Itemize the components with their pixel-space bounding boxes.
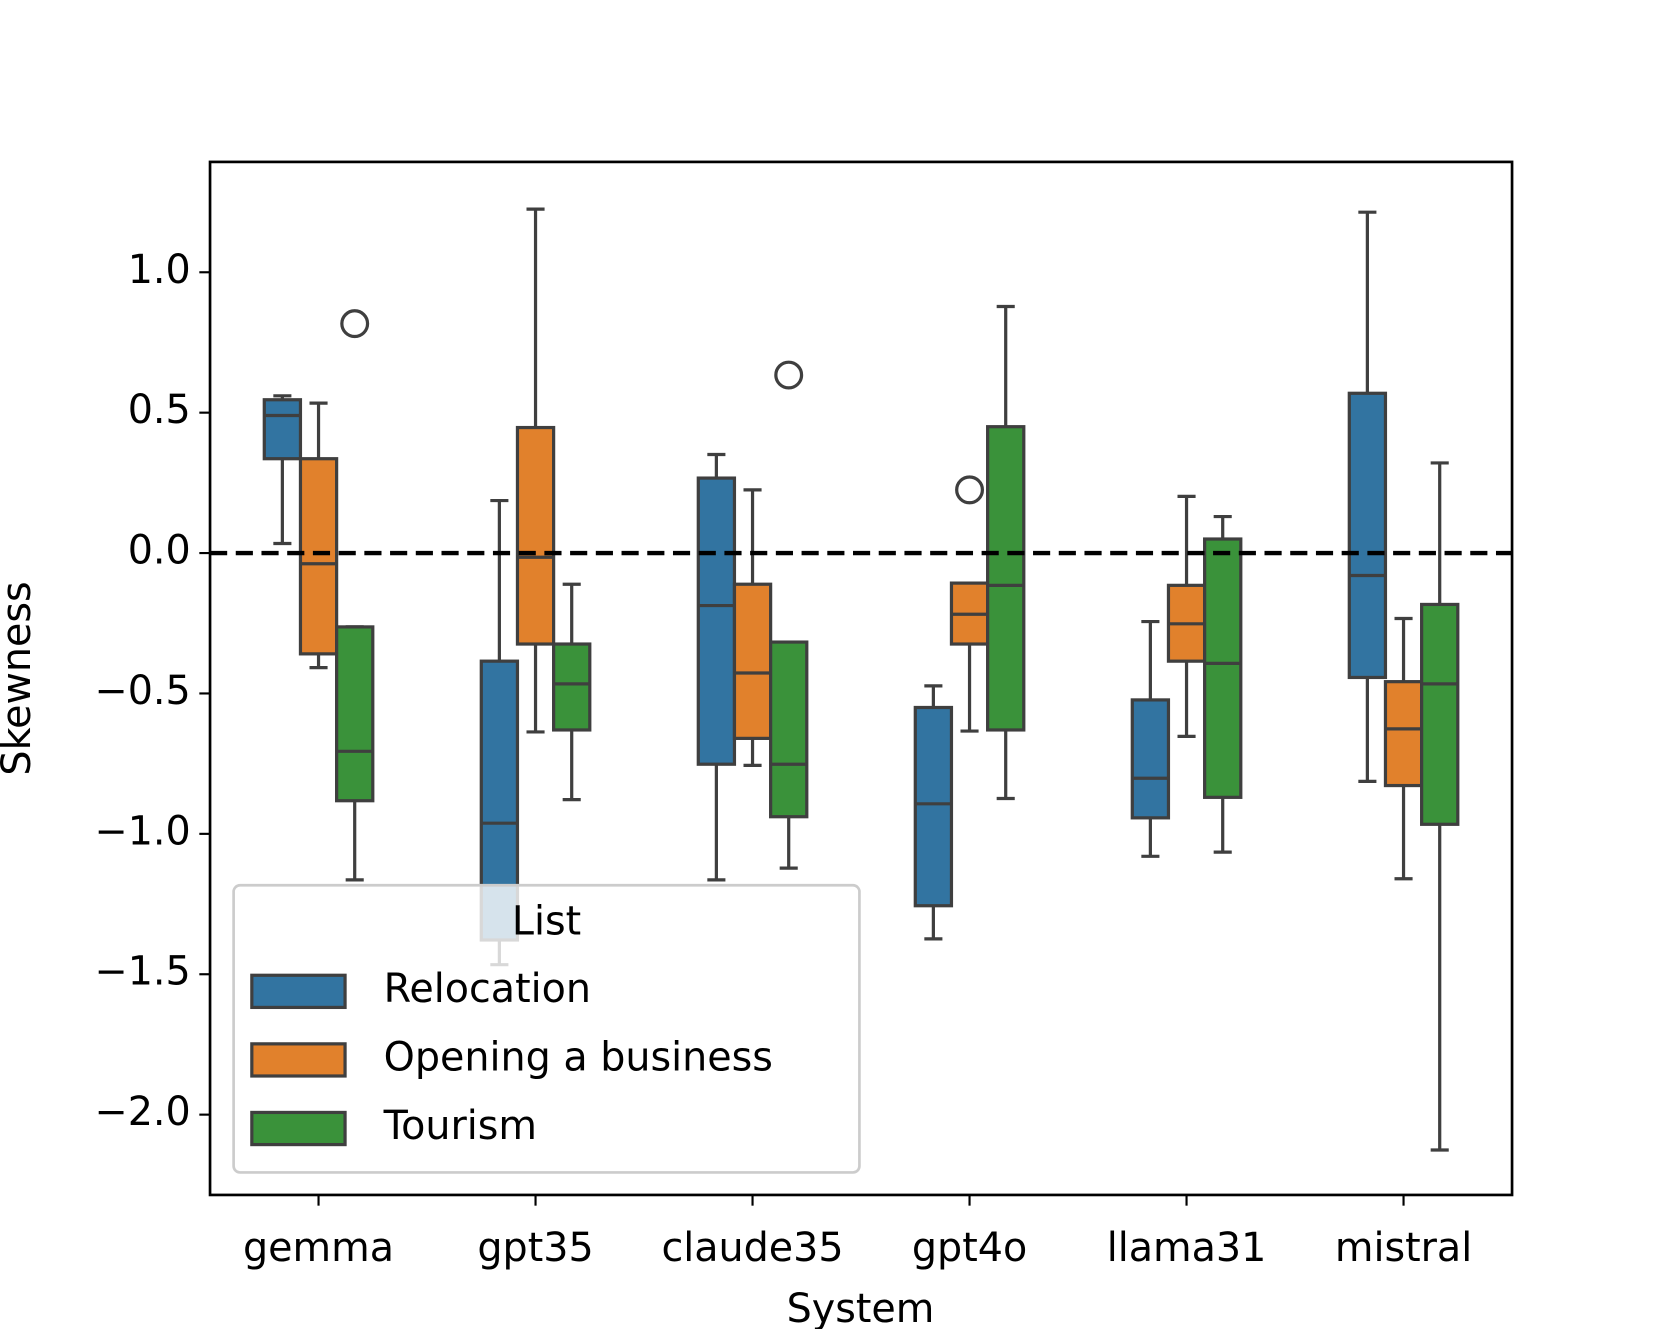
box <box>552 642 592 732</box>
legend-swatch <box>250 1110 347 1147</box>
box <box>732 582 773 740</box>
legend-label: Tourism <box>383 1103 537 1149</box>
y-tick-label: −1.0 <box>95 808 191 854</box>
x-tick-label: claude35 <box>661 1225 843 1271</box>
box <box>515 425 556 646</box>
y-tick-label: −2.0 <box>95 1089 191 1135</box>
flier <box>955 475 985 505</box>
box <box>1203 537 1243 799</box>
flier <box>340 309 370 339</box>
x-tick-label: mistral <box>1335 1225 1472 1271</box>
y-tick-label: −0.5 <box>95 668 191 714</box>
y-tick-label: −1.5 <box>95 949 191 995</box>
legend-label: Relocation <box>384 966 591 1012</box>
legend-label: Opening a business <box>384 1034 773 1080</box>
box <box>913 705 954 908</box>
box <box>262 398 303 461</box>
y-tick-label: 0.5 <box>128 387 191 433</box>
y-tick-label: 1.0 <box>128 247 191 293</box>
flier <box>774 360 804 390</box>
y-axis-label: Skewness <box>0 581 40 775</box>
box <box>986 425 1026 732</box>
box <box>1383 680 1424 788</box>
legend-swatch <box>250 973 347 1010</box>
box <box>696 476 737 766</box>
box <box>1130 698 1171 820</box>
box <box>1347 391 1388 680</box>
box <box>1420 602 1460 826</box>
box <box>298 457 339 656</box>
box <box>769 640 809 819</box>
x-axis-label: System <box>787 1286 935 1329</box>
legend-frame <box>232 883 861 1174</box>
plot-frame <box>208 160 1514 1197</box>
y-tick-label: 0.0 <box>128 528 191 574</box>
box <box>335 625 375 803</box>
legend-swatch <box>250 1042 347 1078</box>
x-tick-label: llama31 <box>1107 1225 1267 1271</box>
x-tick-label: gemma <box>243 1225 394 1271</box>
x-tick-label: gpt35 <box>477 1225 593 1271</box>
x-tick-label: gpt4o <box>912 1225 1027 1271</box>
legend-title: List <box>512 898 581 944</box>
legend: List Relocation Opening a business Tourism <box>232 883 861 1174</box>
